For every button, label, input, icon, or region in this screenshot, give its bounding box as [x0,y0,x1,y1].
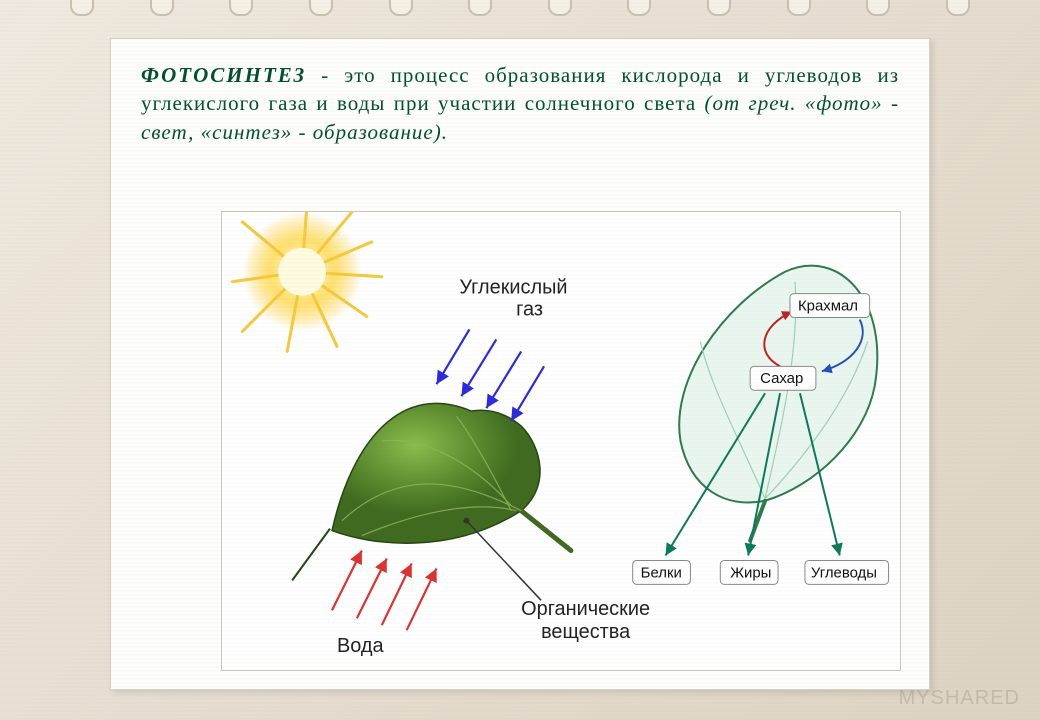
carb-box: Углеводы [805,560,889,584]
protein-box: Белки [633,560,691,584]
co2-label-line2: газ [516,299,543,321]
sun-icon [232,212,381,351]
co2-label-line1: Углекислый [459,277,567,299]
definition-text: ФОТОСИНТЕЗ - это процесс образования кис… [111,39,929,160]
starch-label: Крахмал [798,298,858,315]
slide-frame: ФОТОСИНТЕЗ - это процесс образования кис… [110,38,930,690]
water-arrows [332,551,437,631]
sugar-box: Сахар [750,366,816,390]
left-leaf [292,403,571,580]
sugar-label: Сахар [760,370,803,387]
organic-label-line2: вещества [541,621,631,643]
fat-box: Жиры [720,560,778,584]
organic-label-line1: Органические [521,598,650,620]
organic-pointer [463,518,541,601]
term: ФОТОСИНТЕЗ [141,63,306,87]
diagram-area: Углекислый газ Вода Органические веществ… [221,211,901,671]
starch-box: Крахмал [790,294,870,318]
carb-label: Углеводы [811,564,877,581]
protein-label: Белки [641,564,682,581]
diagram-svg: Углекислый газ Вода Органические веществ… [222,212,900,670]
water-label: Вода [337,635,385,657]
fat-label: Жиры [730,564,771,581]
watermark: MYSHARED [899,687,1020,710]
notebook-rings [0,0,1040,18]
